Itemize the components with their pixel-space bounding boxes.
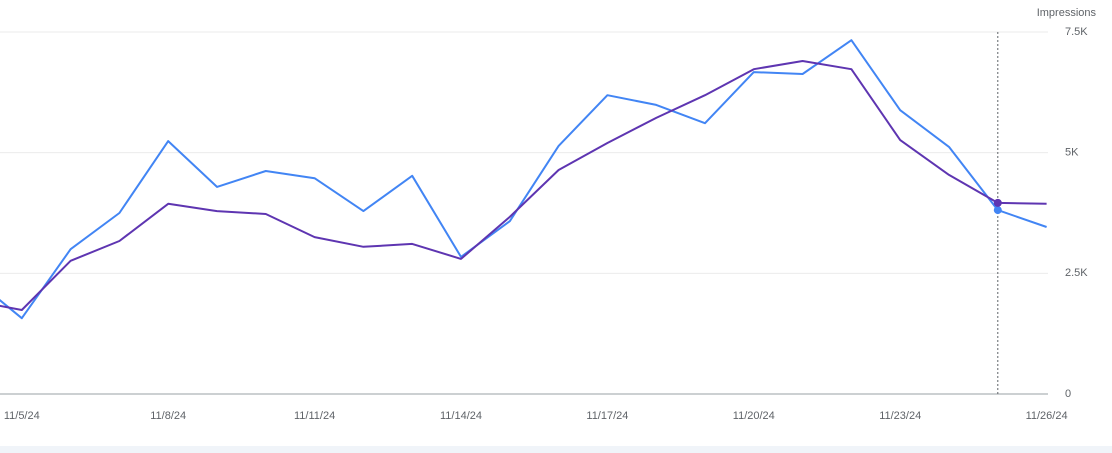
x-tick-label: 11/17/24 — [586, 410, 628, 422]
y-axis-label: Impressions — [1037, 7, 1097, 19]
x-tick-label: 11/14/24 — [440, 410, 482, 422]
x-tick-label: 11/5/24 — [4, 410, 40, 422]
y-tick-label: 5K — [1065, 147, 1079, 159]
hover-point — [993, 206, 1002, 215]
x-tick-label: 11/8/24 — [150, 410, 186, 422]
page-background — [0, 446, 1112, 453]
y-tick-label: 0 — [1065, 388, 1071, 400]
x-tick-label: 11/20/24 — [733, 410, 775, 422]
series-line — [0, 39, 1047, 320]
x-tick-label: 11/26/24 — [1026, 410, 1068, 422]
y-tick-label: 2.5K — [1065, 267, 1088, 279]
series-line — [0, 60, 1047, 311]
y-tick-label: 7.5K — [1065, 26, 1088, 38]
x-tick-label: 11/23/24 — [879, 410, 921, 422]
x-tick-label: 11/11/24 — [294, 410, 335, 422]
hover-point — [993, 198, 1002, 207]
